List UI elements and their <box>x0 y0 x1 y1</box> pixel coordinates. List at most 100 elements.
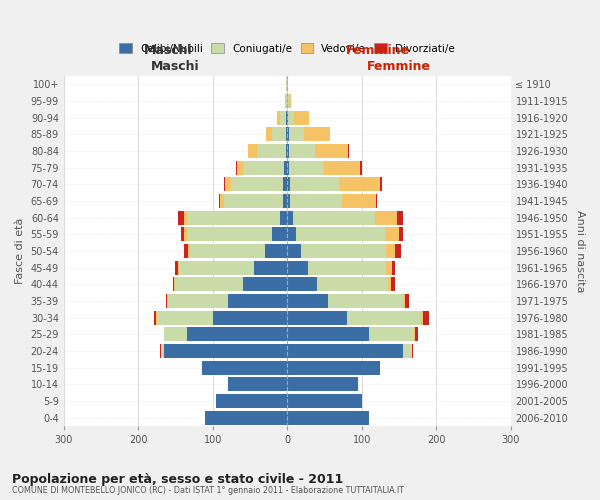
Bar <box>403 344 412 358</box>
Bar <box>187 327 287 342</box>
Bar <box>287 394 362 408</box>
Bar <box>205 410 287 424</box>
Bar <box>338 177 380 192</box>
Bar <box>395 244 401 258</box>
Bar <box>287 277 317 291</box>
Bar <box>277 110 280 124</box>
Bar <box>217 394 287 408</box>
Bar <box>287 294 328 308</box>
Bar <box>287 244 301 258</box>
Bar <box>173 277 174 291</box>
Bar <box>202 360 287 374</box>
Bar <box>218 194 220 208</box>
Bar <box>287 310 347 324</box>
Bar <box>421 310 423 324</box>
Bar <box>156 310 157 324</box>
Bar <box>392 260 395 274</box>
Bar <box>243 160 284 174</box>
Bar <box>287 94 289 108</box>
Bar <box>187 210 280 224</box>
Bar <box>284 160 287 174</box>
Bar <box>288 110 294 124</box>
Bar <box>286 144 287 158</box>
Bar <box>272 227 287 242</box>
Bar <box>184 244 188 258</box>
Bar <box>286 77 287 92</box>
Bar <box>283 177 287 192</box>
Bar <box>161 344 164 358</box>
Bar <box>184 210 187 224</box>
Bar <box>187 227 272 242</box>
Text: Femmine: Femmine <box>367 60 431 72</box>
Bar <box>285 94 286 108</box>
Bar <box>289 160 323 174</box>
Bar <box>375 210 397 224</box>
Bar <box>369 327 414 342</box>
Bar <box>266 127 272 142</box>
Bar <box>287 360 380 374</box>
Bar <box>399 227 403 242</box>
Bar <box>343 194 376 208</box>
Text: Femmine: Femmine <box>346 44 410 58</box>
Bar <box>290 194 343 208</box>
Bar <box>174 277 175 291</box>
Bar <box>167 294 168 308</box>
Bar <box>347 310 421 324</box>
Bar <box>423 310 428 324</box>
Bar <box>286 110 287 124</box>
Text: Maschi: Maschi <box>143 44 193 58</box>
Bar <box>287 260 308 274</box>
Bar <box>286 127 287 142</box>
Text: COMUNE DI MONTEBELLO JONICO (RC) - Dati ISTAT 1° gennaio 2011 - Elaborazione TUT: COMUNE DI MONTEBELLO JONICO (RC) - Dati … <box>12 486 404 495</box>
Bar <box>308 260 386 274</box>
Bar <box>178 260 179 274</box>
Text: Maschi: Maschi <box>151 60 200 72</box>
Bar <box>289 144 315 158</box>
Bar <box>265 244 287 258</box>
Bar <box>175 277 242 291</box>
Bar <box>376 194 377 208</box>
Bar <box>329 127 331 142</box>
Bar <box>220 194 224 208</box>
Bar <box>160 344 161 358</box>
Bar <box>257 144 286 158</box>
Bar <box>287 77 288 92</box>
Bar <box>242 277 287 291</box>
Bar <box>224 194 283 208</box>
Bar <box>323 160 360 174</box>
Bar <box>287 110 288 124</box>
Bar <box>286 94 287 108</box>
Legend: Celibi/Nubili, Coniugati/e, Vedovi/e, Divorziati/e: Celibi/Nubili, Coniugati/e, Vedovi/e, Di… <box>115 39 459 58</box>
Bar <box>397 210 403 224</box>
Bar <box>388 277 391 291</box>
Bar <box>213 310 287 324</box>
Bar <box>280 210 287 224</box>
Bar <box>296 227 385 242</box>
Bar <box>287 327 369 342</box>
Bar <box>391 277 395 291</box>
Bar <box>254 260 287 274</box>
Bar <box>287 227 296 242</box>
Bar <box>287 410 369 424</box>
Bar <box>166 294 167 308</box>
Bar <box>385 227 399 242</box>
Bar <box>184 227 187 242</box>
Bar <box>232 177 283 192</box>
Bar <box>164 327 187 342</box>
Bar <box>293 210 375 224</box>
Y-axis label: Anni di nascita: Anni di nascita <box>575 210 585 292</box>
Bar <box>224 177 226 192</box>
Bar <box>315 144 348 158</box>
Bar <box>289 127 304 142</box>
Bar <box>164 344 287 358</box>
Text: Popolazione per età, sesso e stato civile - 2011: Popolazione per età, sesso e stato civil… <box>12 472 343 486</box>
Bar <box>287 144 289 158</box>
Bar <box>283 194 287 208</box>
Bar <box>168 294 227 308</box>
Bar <box>227 294 287 308</box>
Bar <box>386 260 392 274</box>
Bar <box>175 260 178 274</box>
Bar <box>178 210 184 224</box>
Bar <box>304 127 329 142</box>
Bar <box>317 277 388 291</box>
